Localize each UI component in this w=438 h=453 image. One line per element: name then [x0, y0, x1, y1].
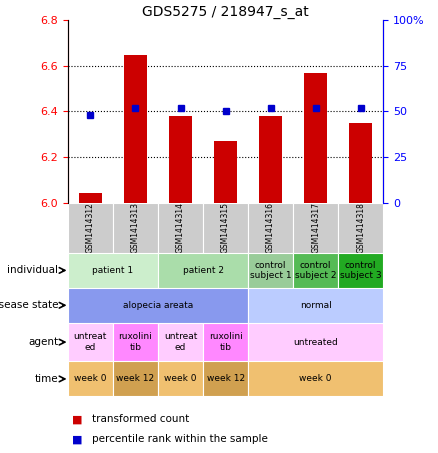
Bar: [248, 288, 383, 323]
Bar: [203, 361, 248, 396]
Bar: [248, 202, 293, 253]
Text: week 0: week 0: [164, 375, 197, 383]
Bar: [338, 202, 383, 253]
Text: untreat
ed: untreat ed: [74, 333, 107, 352]
Bar: [293, 253, 338, 288]
Bar: [113, 202, 158, 253]
Bar: [68, 323, 113, 361]
Bar: [214, 141, 237, 202]
Text: control
subject 1: control subject 1: [250, 260, 291, 280]
Text: patient 2: patient 2: [183, 266, 223, 275]
Text: transformed count: transformed count: [92, 414, 189, 424]
Bar: [203, 323, 248, 361]
Text: patient 1: patient 1: [92, 266, 134, 275]
Text: disease state: disease state: [0, 300, 58, 310]
Bar: [259, 116, 282, 202]
Text: GSM1414316: GSM1414316: [266, 202, 275, 253]
Text: week 0: week 0: [74, 375, 107, 383]
Text: ■: ■: [72, 414, 83, 424]
Text: ruxolini
tib: ruxolini tib: [208, 333, 243, 352]
Text: GSM1414317: GSM1414317: [311, 202, 320, 253]
Bar: [169, 116, 192, 202]
Bar: [203, 202, 248, 253]
Bar: [338, 253, 383, 288]
Bar: [248, 361, 383, 396]
Bar: [158, 202, 203, 253]
Text: untreat
ed: untreat ed: [164, 333, 197, 352]
Bar: [124, 54, 147, 202]
Bar: [158, 323, 203, 361]
Bar: [68, 202, 113, 253]
Text: untreated: untreated: [293, 337, 338, 347]
Bar: [158, 253, 248, 288]
Bar: [350, 123, 372, 202]
Bar: [293, 202, 338, 253]
Bar: [113, 323, 158, 361]
Text: GSM1414313: GSM1414313: [131, 202, 140, 253]
Bar: [304, 73, 327, 202]
Text: percentile rank within the sample: percentile rank within the sample: [92, 434, 268, 444]
Text: GSM1414312: GSM1414312: [86, 202, 95, 253]
Text: agent: agent: [28, 337, 58, 347]
Text: week 12: week 12: [206, 375, 245, 383]
Bar: [68, 253, 158, 288]
Text: GSM1414314: GSM1414314: [176, 202, 185, 253]
Text: normal: normal: [300, 301, 332, 310]
Text: week 12: week 12: [117, 375, 155, 383]
Title: GDS5275 / 218947_s_at: GDS5275 / 218947_s_at: [142, 5, 309, 19]
Bar: [68, 361, 113, 396]
Text: ■: ■: [72, 434, 83, 444]
Text: GSM1414315: GSM1414315: [221, 202, 230, 253]
Text: control
subject 3: control subject 3: [340, 260, 381, 280]
Text: GSM1414318: GSM1414318: [356, 202, 365, 253]
Bar: [158, 361, 203, 396]
Bar: [79, 193, 102, 202]
Bar: [248, 323, 383, 361]
Text: alopecia areata: alopecia areata: [123, 301, 193, 310]
Bar: [113, 361, 158, 396]
Text: individual: individual: [7, 265, 58, 275]
Text: week 0: week 0: [300, 375, 332, 383]
Bar: [68, 288, 248, 323]
Text: ruxolini
tib: ruxolini tib: [119, 333, 152, 352]
Text: time: time: [35, 374, 58, 384]
Text: control
subject 2: control subject 2: [295, 260, 336, 280]
Bar: [248, 253, 293, 288]
